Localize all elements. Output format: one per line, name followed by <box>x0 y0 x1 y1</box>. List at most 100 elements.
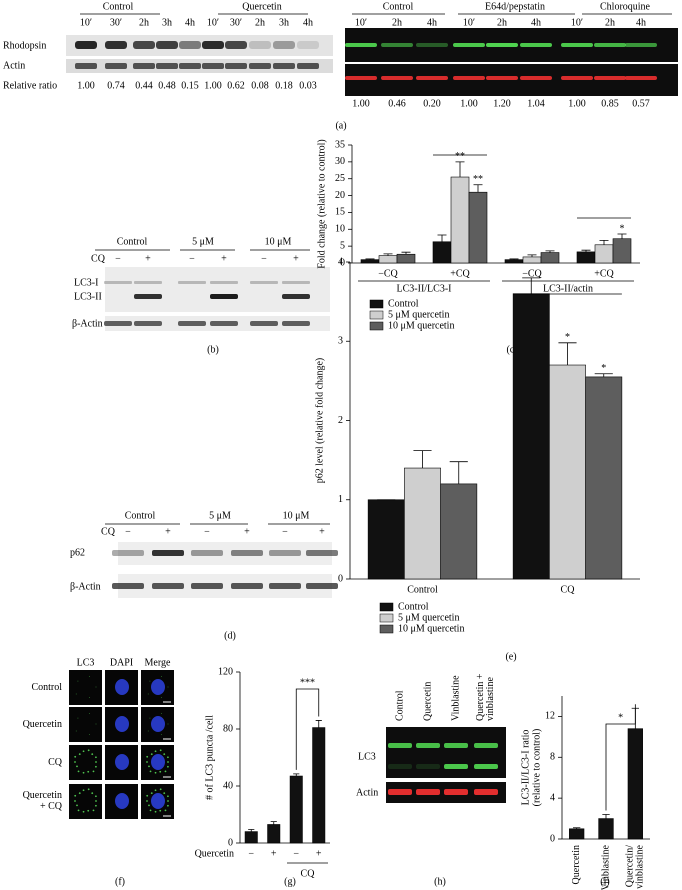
lane-label-line: vinblastine <box>485 677 496 721</box>
bar <box>569 828 585 840</box>
group-label: 10 μM <box>283 510 310 521</box>
y-axis-label: p62 level (relative fold change) <box>314 358 325 484</box>
bar <box>598 818 614 840</box>
puncta <box>167 756 169 759</box>
legend-label: 5 μM quercetin <box>388 309 449 320</box>
blot-band <box>625 76 657 80</box>
blot-band <box>75 41 97 49</box>
blot-band <box>191 550 223 556</box>
blot-band <box>282 294 310 299</box>
blot-band <box>297 63 319 69</box>
puncta <box>74 794 77 797</box>
lane-label: − <box>115 253 121 264</box>
blot-band <box>133 63 155 69</box>
blot-band <box>520 76 552 80</box>
significance-mark: * <box>565 332 570 343</box>
puncta <box>74 800 76 802</box>
puncta <box>167 765 169 768</box>
bar <box>549 364 586 580</box>
bar <box>244 831 258 844</box>
blot-band <box>388 789 412 795</box>
blot-band <box>474 764 498 769</box>
group-label: 5 μM <box>192 236 214 247</box>
blot-band <box>594 76 626 80</box>
blot-band <box>282 281 310 284</box>
ratio: 0.74 <box>107 80 125 91</box>
blot-band <box>453 76 485 80</box>
group-label: LC3-II/actin <box>543 283 593 294</box>
ratio: 1.00 <box>352 98 370 109</box>
lane-label: 2h <box>139 17 149 28</box>
column-label: LC3 <box>77 657 95 668</box>
puncta <box>154 810 157 813</box>
bar <box>378 255 398 264</box>
puncta <box>87 788 90 791</box>
lane-label: Control <box>394 690 405 721</box>
puncta <box>82 810 85 813</box>
puncta <box>92 809 95 812</box>
blot-band <box>152 583 184 589</box>
ratio: 1.00 <box>77 80 95 91</box>
blot-band <box>225 41 247 49</box>
puncta <box>167 804 169 807</box>
puncta <box>77 680 79 682</box>
blot-band <box>202 41 224 49</box>
blot-band <box>112 583 144 589</box>
lane-label: − <box>282 526 288 537</box>
y-axis-label-line: LC3-II/LC3-I ratio <box>521 730 532 806</box>
x-tick-label: −CQ <box>378 268 398 279</box>
group-label: CQ <box>301 868 316 879</box>
lane-label: + <box>221 253 227 264</box>
puncta <box>87 770 90 773</box>
column-label: DAPI <box>110 657 133 668</box>
x-tick-label: Quercetin <box>571 845 582 884</box>
blot-band <box>249 63 271 69</box>
lane-label: 30′ <box>110 17 122 28</box>
lane-label: 30′ <box>230 17 242 28</box>
y-tick-label: 0 <box>340 257 345 268</box>
y-tick-label: 3 <box>338 336 343 347</box>
nucleus <box>115 754 129 770</box>
puncta <box>148 765 150 768</box>
y-tick-label: 4 <box>338 256 343 267</box>
puncta <box>159 749 162 752</box>
bar <box>594 244 614 264</box>
y-tick-label: 5 <box>340 240 345 251</box>
row-label: β-Actin <box>72 318 103 329</box>
blot-band <box>345 76 377 80</box>
error-bar <box>594 373 613 377</box>
x-tick-label: CQ <box>561 584 576 595</box>
puncta <box>76 804 78 807</box>
puncta <box>147 693 149 695</box>
lane-label: + <box>165 526 171 537</box>
ratio: 1.00 <box>204 80 222 91</box>
lane-label: 10′ <box>80 17 92 28</box>
lane-label: 2h <box>255 17 265 28</box>
blot-band <box>112 550 144 556</box>
blot-band <box>594 43 626 47</box>
ratio: 1.04 <box>527 98 545 109</box>
puncta <box>88 733 90 735</box>
lane-label: − <box>189 253 195 264</box>
puncta <box>167 800 169 802</box>
panel-label: (a) <box>335 120 346 131</box>
lane-label: 2h <box>392 17 402 28</box>
lane-label: − <box>204 526 210 537</box>
error-bar <box>248 829 255 832</box>
legend-swatch <box>369 310 384 320</box>
y-tick-label: 1 <box>338 494 343 505</box>
error-bar <box>602 814 610 819</box>
bar <box>576 251 596 264</box>
blot-band <box>273 41 295 49</box>
panel-label: (g) <box>284 876 296 887</box>
y-tick-label: 0 <box>228 837 233 848</box>
micrograph <box>69 745 102 780</box>
ratio: 1.00 <box>568 98 586 109</box>
lane-label: 4h <box>303 17 313 28</box>
legend-label: 5 μM quercetin <box>398 612 459 623</box>
blot-band <box>388 764 412 769</box>
row-label-line: + CQ <box>40 801 63 812</box>
puncta <box>77 770 80 773</box>
bar <box>360 259 380 264</box>
ratio: 1.00 <box>460 98 478 109</box>
